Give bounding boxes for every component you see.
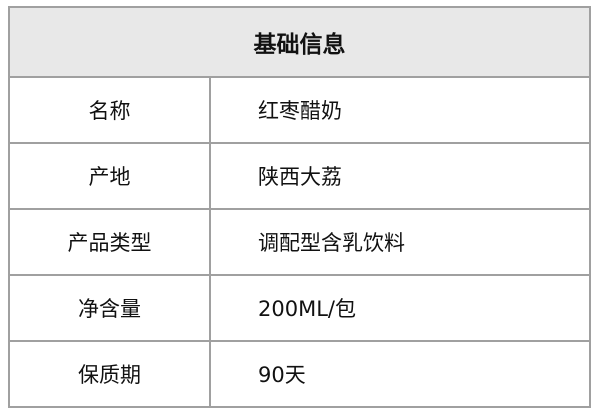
table-row: 名称 红枣醋奶 [8, 76, 591, 144]
table-header-row: 基础信息 [8, 6, 591, 78]
row-value: 红枣醋奶 [209, 76, 591, 144]
row-label: 产地 [8, 142, 211, 210]
row-label: 保质期 [8, 340, 211, 408]
row-label: 名称 [8, 76, 211, 144]
row-label: 净含量 [8, 274, 211, 342]
table-row: 产品类型 调配型含乳饮料 [8, 208, 591, 276]
row-value: 90天 [209, 340, 591, 408]
table-row: 净含量 200ML/包 [8, 274, 591, 342]
row-label: 产品类型 [8, 208, 211, 276]
row-value: 陕西大荔 [209, 142, 591, 210]
table-title: 基础信息 [8, 6, 591, 78]
table-row: 产地 陕西大荔 [8, 142, 591, 210]
row-value: 调配型含乳饮料 [209, 208, 591, 276]
row-value: 200ML/包 [209, 274, 591, 342]
basic-info-table: 基础信息 名称 红枣醋奶 产地 陕西大荔 产品类型 调配型含乳饮料 净含量 20… [8, 6, 591, 408]
table-row: 保质期 90天 [8, 340, 591, 408]
